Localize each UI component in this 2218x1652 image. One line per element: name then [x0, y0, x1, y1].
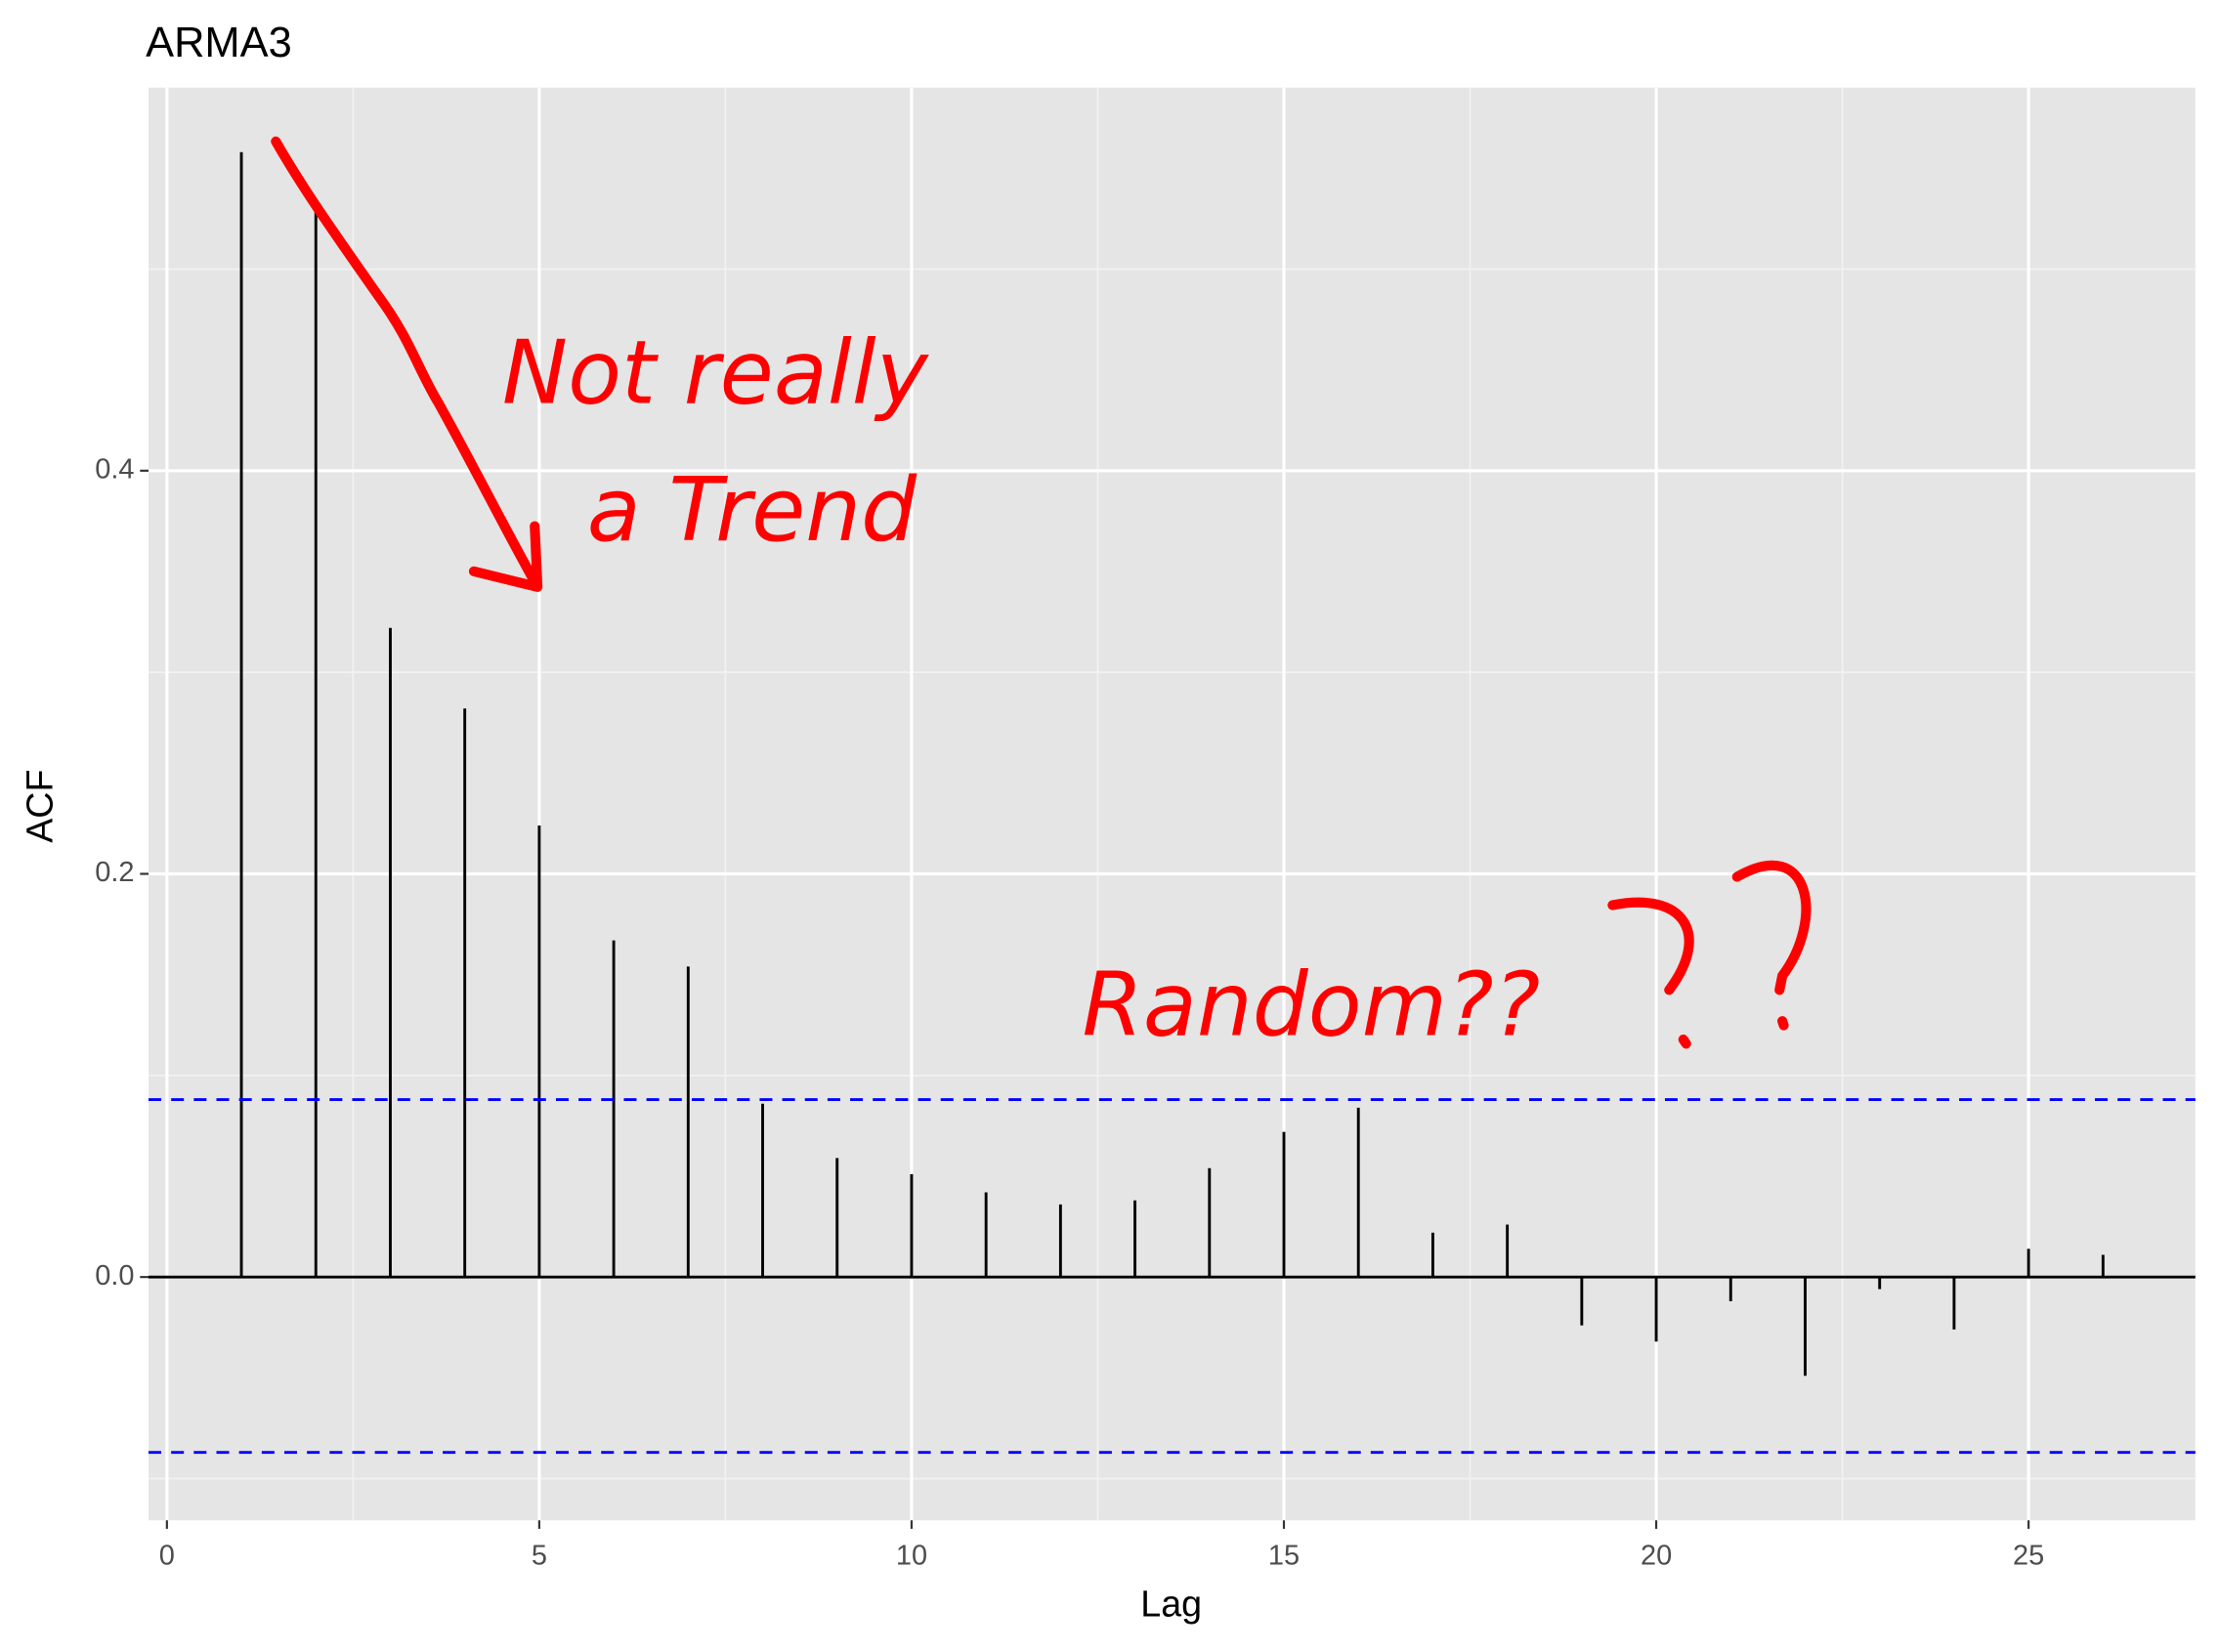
x-tick-label: 20	[1641, 1541, 1672, 1572]
annotations: Not really a Trend Random??	[502, 322, 1540, 1056]
y-tick-label: 0.2	[95, 857, 134, 888]
annotation: Random??	[1082, 954, 1540, 1056]
x-tick-label: 15	[1268, 1541, 1300, 1572]
marks	[149, 151, 2196, 1455]
chart-title: ARMA3	[146, 20, 292, 66]
panel	[149, 87, 2196, 1521]
x-tick-label: 25	[2013, 1541, 2044, 1572]
y-tick-label: 0.0	[95, 1260, 134, 1292]
annotation-arrow	[271, 136, 543, 592]
x-axis-title: Lag	[1140, 1583, 1202, 1624]
annotation: a Trend	[587, 460, 917, 562]
x-tick-label: 10	[896, 1541, 927, 1572]
y-tick-label: 0.4	[95, 453, 134, 485]
x-tick-label: 0	[159, 1541, 175, 1572]
x-tick-label: 5	[532, 1541, 547, 1572]
annotation-marks	[1607, 860, 1812, 1049]
annotation: Not really	[502, 322, 930, 424]
y-axis-title: ACF	[19, 770, 60, 843]
